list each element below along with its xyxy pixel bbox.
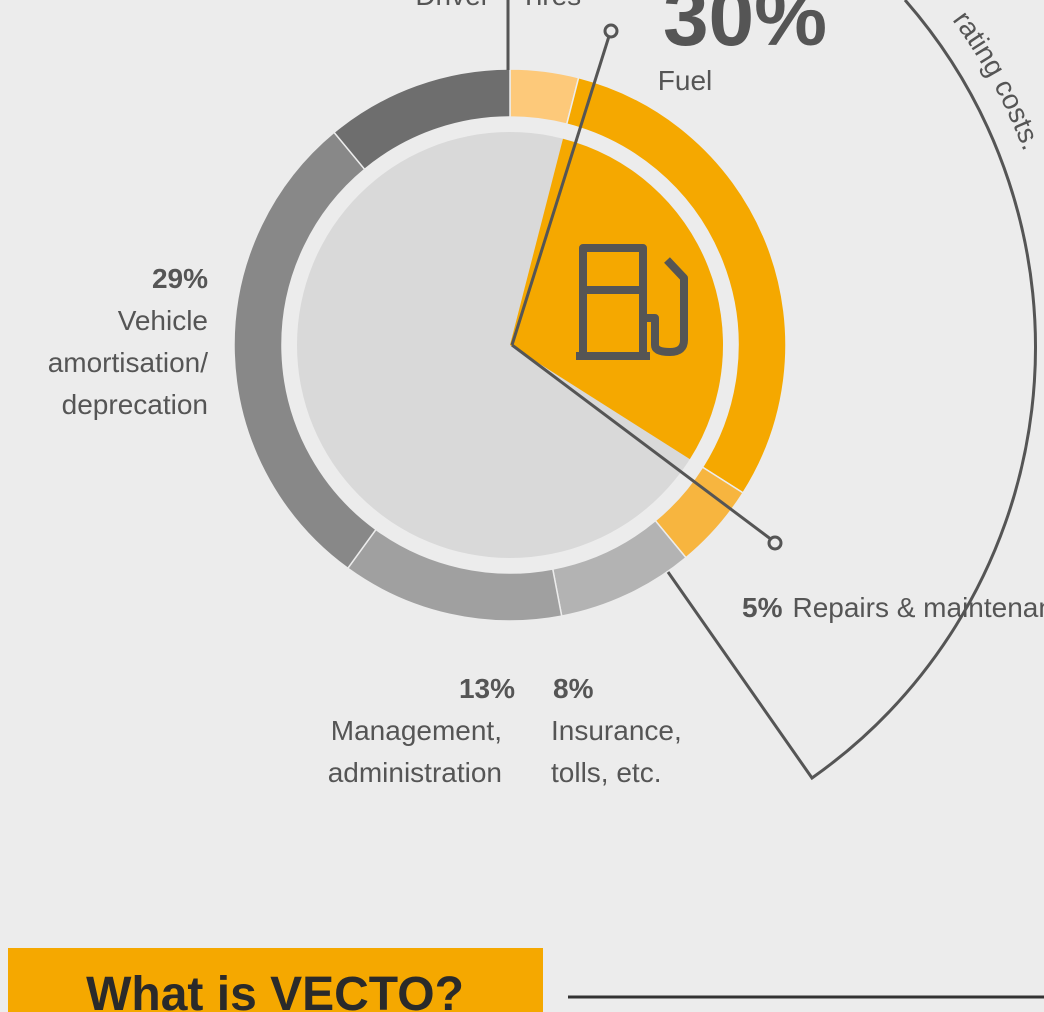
value-label: 30% [663,0,827,63]
category-label: Fuel [658,65,712,96]
value-label: 13% [459,673,515,704]
donut-segment [333,68,511,171]
category-label: Vehicle [118,305,208,336]
leader-dot [603,23,619,39]
donut [233,68,787,622]
fuel-icon [576,244,688,360]
category-label: Tires [520,0,581,11]
heading-box [8,948,543,1012]
category-label: Insurance, [551,715,682,746]
category-label: administration [328,757,502,788]
category-label: amortisation/ [48,347,209,378]
segment-label: 5% Repairs & maintenance [742,592,1044,623]
value-label: 29% [152,263,208,294]
category-label: Driver [415,0,490,11]
category-label: deprecation [62,389,208,420]
value-label: 5% [742,592,783,623]
value-label: 8% [553,673,594,704]
leader-dot [767,535,783,551]
leader-line [511,343,773,542]
footer-heading: What is VECTO? [86,968,464,1012]
highlight-sector [510,138,723,460]
category-label: tolls, etc. [551,757,661,788]
category-label: Repairs & maintenance [792,592,1044,623]
bracket [666,0,1037,781]
leader-line [510,32,612,346]
category-label: Management, [331,715,502,746]
